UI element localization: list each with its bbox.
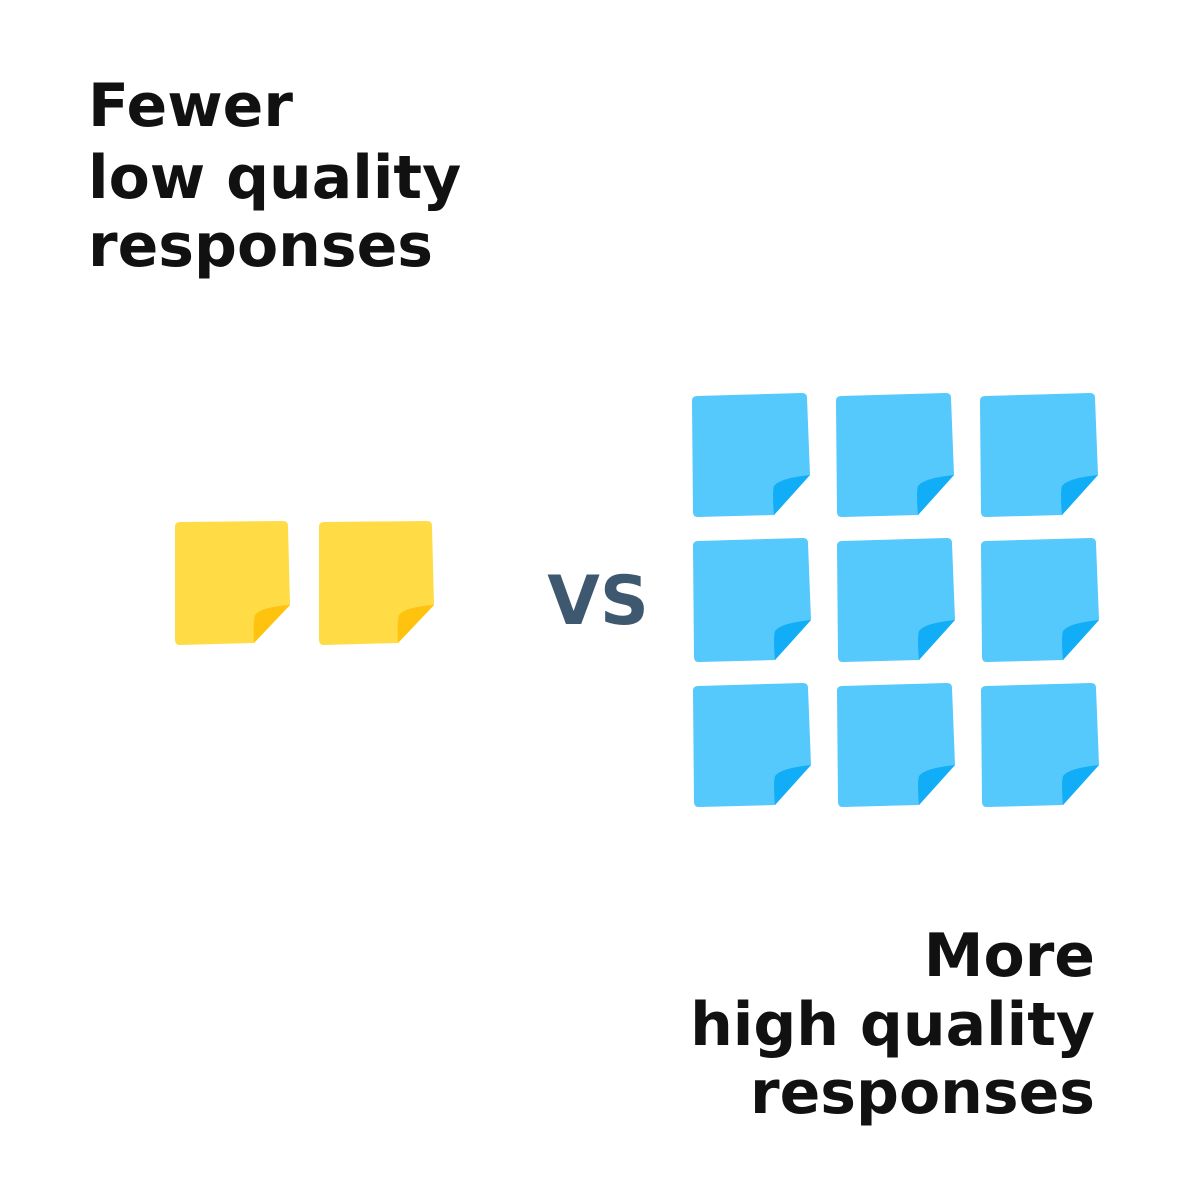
right-label-line: More [924, 921, 1095, 991]
left-label-line: responses [88, 211, 433, 281]
right-label-line: high quality [690, 990, 1095, 1060]
blue-notes [692, 393, 1099, 807]
blue-note [980, 393, 1098, 517]
left-label-line: low quality [88, 143, 461, 213]
yellow-note [319, 521, 434, 645]
blue-note [981, 538, 1099, 662]
blue-note [692, 393, 810, 517]
left-label-line: Fewer [88, 71, 293, 141]
blue-note [837, 538, 955, 662]
right-label-line: responses [750, 1058, 1095, 1128]
blue-note [837, 683, 955, 807]
blue-note [693, 683, 811, 807]
blue-note [836, 393, 954, 517]
blue-note [981, 683, 1099, 807]
yellow-note [175, 521, 290, 645]
vs-label: VS [547, 562, 649, 641]
blue-note [693, 538, 811, 662]
